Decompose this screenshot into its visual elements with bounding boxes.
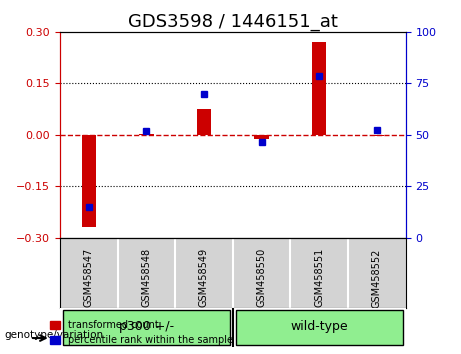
Bar [197, 109, 211, 135]
Text: GSM458551: GSM458551 [314, 248, 324, 308]
Bar [139, 134, 154, 135]
Text: GSM458550: GSM458550 [257, 248, 266, 308]
Bar [82, 135, 96, 227]
Text: genotype/variation: genotype/variation [5, 330, 104, 339]
Text: wild-type: wild-type [290, 320, 348, 333]
Text: GSM458549: GSM458549 [199, 248, 209, 307]
Bar [370, 135, 384, 136]
Legend: transformed count, percentile rank within the sample: transformed count, percentile rank withi… [47, 316, 236, 349]
Text: GSM458547: GSM458547 [84, 248, 94, 308]
FancyBboxPatch shape [63, 310, 230, 345]
Text: p300 +/-: p300 +/- [119, 320, 174, 333]
Text: GSM458552: GSM458552 [372, 248, 382, 308]
Bar [312, 42, 326, 135]
Text: GSM458548: GSM458548 [142, 248, 151, 307]
Title: GDS3598 / 1446151_at: GDS3598 / 1446151_at [128, 13, 338, 30]
FancyBboxPatch shape [236, 310, 403, 345]
Bar [254, 135, 269, 139]
